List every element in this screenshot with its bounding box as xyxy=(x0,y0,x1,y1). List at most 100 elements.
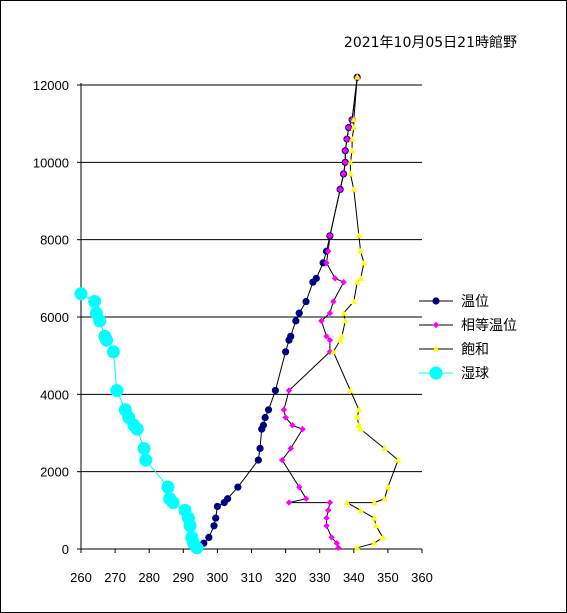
data-point xyxy=(261,413,269,422)
data-point xyxy=(323,259,330,267)
data-point xyxy=(98,329,112,343)
data-point xyxy=(319,259,327,267)
data-point xyxy=(163,492,177,506)
data-point xyxy=(354,73,361,80)
data-point xyxy=(185,530,199,544)
data-point xyxy=(394,456,402,463)
data-point xyxy=(338,332,346,339)
data-point xyxy=(354,278,361,285)
y-tick-labels: 0 2000 4000 6000 8000 10000 12000 xyxy=(33,78,69,557)
data-point xyxy=(348,135,356,142)
data-point xyxy=(347,170,354,177)
data-point xyxy=(357,425,364,432)
y-tick-label: 10000 xyxy=(33,155,69,170)
data-point xyxy=(384,483,392,490)
data-point xyxy=(347,386,354,393)
x-tick-label: 300 xyxy=(207,570,229,585)
data-point xyxy=(340,279,347,286)
data-point xyxy=(287,445,294,452)
data-point xyxy=(345,124,352,131)
data-point xyxy=(224,495,232,503)
x-tick-label: 280 xyxy=(138,570,160,585)
data-point xyxy=(342,159,349,166)
data-point xyxy=(259,421,268,429)
data-point xyxy=(336,186,344,193)
data-point xyxy=(350,185,357,192)
data-point xyxy=(372,522,380,529)
data-point xyxy=(326,337,334,344)
data-point xyxy=(357,506,364,513)
data-point xyxy=(381,495,388,502)
data-point xyxy=(280,406,288,413)
data-point xyxy=(289,422,296,429)
data-point xyxy=(106,345,120,359)
data-point xyxy=(342,317,349,324)
x-tick-label: 340 xyxy=(343,570,365,585)
x-tick-label: 320 xyxy=(275,570,297,585)
y-tick-label: 0 xyxy=(62,542,69,557)
x-tick-label: 360 xyxy=(411,570,433,585)
data-point xyxy=(178,503,192,517)
x-tick-label: 270 xyxy=(104,570,126,585)
data-point xyxy=(348,147,356,154)
data-point xyxy=(299,425,306,433)
data-point xyxy=(296,483,303,491)
data-point xyxy=(335,544,342,552)
data-point xyxy=(342,147,349,154)
y-tick-label: 8000 xyxy=(40,233,69,248)
data-point xyxy=(278,456,286,464)
data-point xyxy=(271,386,279,395)
data-point xyxy=(264,406,273,414)
data-point xyxy=(347,158,354,165)
data-point xyxy=(323,514,330,522)
data-point xyxy=(326,499,334,506)
grid-lines xyxy=(81,84,422,473)
data-point xyxy=(355,406,363,413)
data-point xyxy=(118,403,132,417)
data-point xyxy=(379,533,386,540)
data-point xyxy=(333,540,340,547)
data-point xyxy=(331,275,339,282)
data-point xyxy=(371,514,378,521)
axes xyxy=(77,83,423,553)
series-3 xyxy=(74,287,204,555)
data-point xyxy=(381,444,388,451)
data-point xyxy=(336,336,344,343)
data-point xyxy=(282,414,289,421)
legend-marker xyxy=(432,321,440,329)
data-point xyxy=(350,116,357,123)
data-point xyxy=(210,522,218,530)
data-point xyxy=(350,298,357,305)
series-0 xyxy=(195,73,361,552)
data-point xyxy=(340,170,347,178)
series-group xyxy=(74,73,402,555)
data-point xyxy=(354,544,361,551)
x-tick-label: 350 xyxy=(377,570,399,585)
data-point xyxy=(318,317,325,325)
data-point xyxy=(355,421,363,428)
series-2 xyxy=(330,73,402,551)
legend-label: 相等温位 xyxy=(461,317,517,334)
data-point xyxy=(326,309,334,317)
data-point xyxy=(74,287,88,301)
data-point xyxy=(326,232,334,239)
data-point xyxy=(205,533,213,542)
data-point xyxy=(302,297,310,306)
data-point xyxy=(254,456,262,464)
y-tick-label: 12000 xyxy=(33,78,69,93)
x-tick-label: 330 xyxy=(309,570,331,585)
data-point xyxy=(330,348,337,355)
data-point xyxy=(312,274,320,282)
y-tick-label: 2000 xyxy=(40,465,69,480)
data-point xyxy=(340,309,347,316)
y-tick-label: 6000 xyxy=(40,310,69,325)
data-point xyxy=(355,232,363,239)
data-point xyxy=(282,348,290,356)
data-point xyxy=(292,317,300,325)
data-point xyxy=(295,309,303,317)
series-line xyxy=(198,77,358,549)
data-point xyxy=(137,441,151,455)
data-point xyxy=(212,514,220,522)
data-point xyxy=(285,387,293,394)
